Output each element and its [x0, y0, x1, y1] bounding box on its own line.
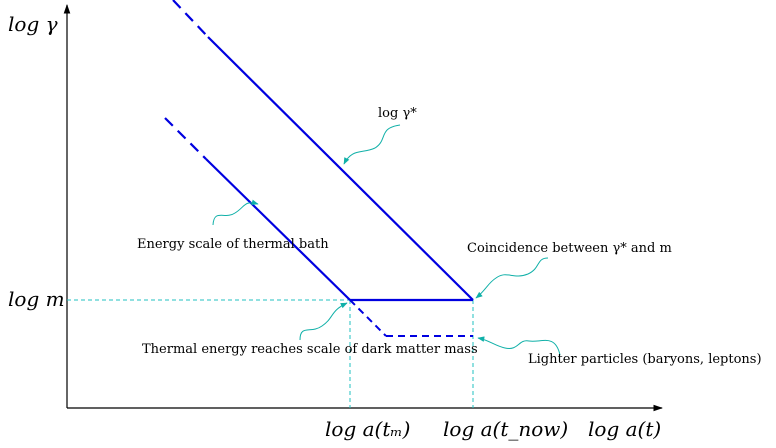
- gamma-star-line: [207, 36, 474, 301]
- thermal-bath-dashed: [164, 117, 207, 160]
- thermal-bath-line: [205, 158, 351, 301]
- gamma-star-label: log γ*: [378, 106, 417, 121]
- gamma-star-dashed: [172, 0, 209, 38]
- x-axis-label: log a(t): [588, 417, 661, 441]
- coincidence-arrow: [475, 257, 549, 299]
- coincidence-label: Coincidence between γ* and m: [467, 241, 672, 256]
- thermal-reaches-arrow: [299, 302, 348, 341]
- lighter-arrow: [477, 336, 561, 356]
- gamma-star-arrow: [343, 124, 401, 165]
- thermal-reaches-label: Thermal energy reaches scale of dark mat…: [142, 342, 478, 357]
- lighter-particles-label: Lighter particles (baryons, leptons): [528, 352, 762, 367]
- thermal-bath-label: Energy scale of thermal bath: [137, 237, 329, 252]
- y-tick-log-m: log m: [8, 287, 65, 311]
- x-tick-log-a-tnow: log a(t_now): [443, 417, 568, 441]
- y-axis-label: log γ: [8, 12, 58, 36]
- x-tick-log-a-tm: log a(tₘ): [325, 417, 410, 441]
- thermal-bath-arrow: [212, 199, 259, 226]
- lighter-dashed-slope: [349, 299, 387, 337]
